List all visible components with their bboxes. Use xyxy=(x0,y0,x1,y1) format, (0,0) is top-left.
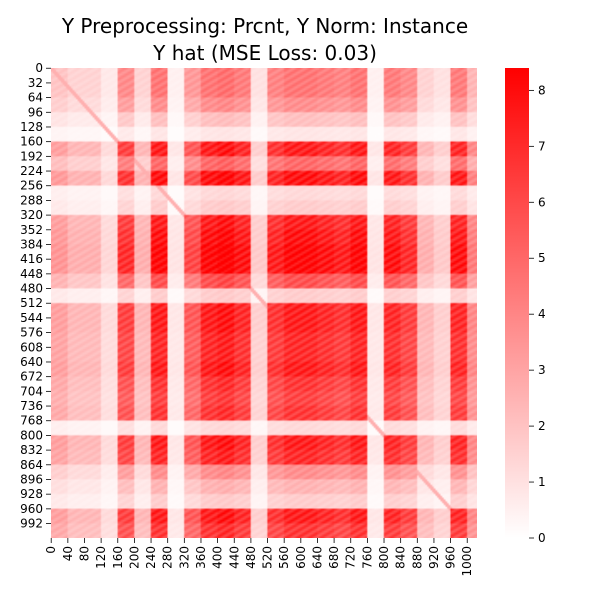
y-tick-label: 352 xyxy=(20,223,43,237)
y-tick-label: 512 xyxy=(20,296,43,310)
y-tick-label: 544 xyxy=(20,311,43,325)
colorbar-tick-label: 3 xyxy=(538,363,546,377)
x-tick-label: 480 xyxy=(244,546,258,569)
heatmap-cells xyxy=(51,68,477,538)
y-tick-label: 128 xyxy=(20,120,43,134)
y-tick-label: 800 xyxy=(20,428,43,442)
x-tick-label: 760 xyxy=(360,546,374,569)
x-tick-label: 680 xyxy=(327,546,341,569)
y-tick-label: 256 xyxy=(20,179,43,193)
colorbar-tick-label: 4 xyxy=(538,307,546,321)
x-tick-label: 120 xyxy=(94,546,108,569)
chart-title-line-2: Y hat (MSE Loss: 0.03) xyxy=(152,41,377,65)
x-tick-label: 320 xyxy=(177,546,191,569)
y-tick-label: 736 xyxy=(20,399,43,413)
y-tick-label: 288 xyxy=(20,193,43,207)
x-tick-label: 400 xyxy=(211,546,225,569)
x-tick-label: 880 xyxy=(410,546,424,569)
x-tick-label: 960 xyxy=(444,546,458,569)
y-tick-label: 672 xyxy=(20,370,43,384)
y-tick-label: 896 xyxy=(20,472,43,486)
x-tick-label: 80 xyxy=(77,546,91,561)
y-tick-label: 992 xyxy=(20,517,43,531)
x-tick-label: 0 xyxy=(44,546,58,554)
x-tick-label: 160 xyxy=(111,546,125,569)
x-tick-label: 640 xyxy=(310,546,324,569)
heatmap-plot-area xyxy=(51,68,477,538)
colorbar-tick-label: 0 xyxy=(538,531,546,545)
y-tick-label: 864 xyxy=(20,458,43,472)
y-tick-label: 192 xyxy=(20,149,43,163)
y-tick-label: 480 xyxy=(20,282,43,296)
x-tick-label: 560 xyxy=(277,546,291,569)
y-axis: 0326496128160192224256288320352384416448… xyxy=(20,61,51,531)
x-tick-label: 360 xyxy=(194,546,208,569)
x-tick-label: 240 xyxy=(144,546,158,569)
colorbar-tick-label: 5 xyxy=(538,251,546,265)
x-tick-label: 40 xyxy=(61,546,75,561)
y-tick-label: 704 xyxy=(20,384,43,398)
y-tick-label: 160 xyxy=(20,135,43,149)
x-tick-label: 200 xyxy=(127,546,141,569)
y-tick-label: 384 xyxy=(20,237,43,251)
y-tick-label: 416 xyxy=(20,252,43,266)
colorbar-tick-label: 1 xyxy=(538,475,546,489)
chart-title-line-1: Y Preprocessing: Prcnt, Y Norm: Instance xyxy=(61,14,468,38)
y-tick-label: 320 xyxy=(20,208,43,222)
x-tick-label: 600 xyxy=(294,546,308,569)
x-tick-label: 720 xyxy=(344,546,358,569)
y-tick-label: 928 xyxy=(20,487,43,501)
x-tick-label: 1000 xyxy=(460,546,474,577)
colorbar-tick-label: 2 xyxy=(538,419,546,433)
x-tick-label: 280 xyxy=(161,546,175,569)
colorbar-tick-label: 6 xyxy=(538,195,546,209)
y-tick-label: 448 xyxy=(20,267,43,281)
x-tick-label: 440 xyxy=(227,546,241,569)
y-tick-label: 224 xyxy=(20,164,43,178)
colorbar-gradient xyxy=(505,68,529,538)
y-tick-label: 960 xyxy=(20,502,43,516)
y-tick-label: 96 xyxy=(28,105,43,119)
y-tick-label: 640 xyxy=(20,355,43,369)
y-tick-label: 32 xyxy=(28,76,43,90)
x-tick-label: 800 xyxy=(377,546,391,569)
x-tick-label: 520 xyxy=(261,546,275,569)
colorbar: 0 1 2 3 4 5 6 7 8 xyxy=(505,68,546,545)
y-tick-label: 608 xyxy=(20,340,43,354)
y-tick-label: 0 xyxy=(35,61,43,75)
y-tick-label: 832 xyxy=(20,443,43,457)
x-tick-label: 840 xyxy=(394,546,408,569)
colorbar-tick-label: 7 xyxy=(538,139,546,153)
y-tick-label: 768 xyxy=(20,414,43,428)
y-tick-label: 64 xyxy=(28,91,43,105)
x-axis: 0 40 80 120 160 200 240 280 320 360 400 440 480 520 56… xyxy=(44,538,474,577)
y-tick-label: 576 xyxy=(20,326,43,340)
colorbar-tick-label: 8 xyxy=(538,83,546,97)
x-tick-label: 920 xyxy=(427,546,441,569)
